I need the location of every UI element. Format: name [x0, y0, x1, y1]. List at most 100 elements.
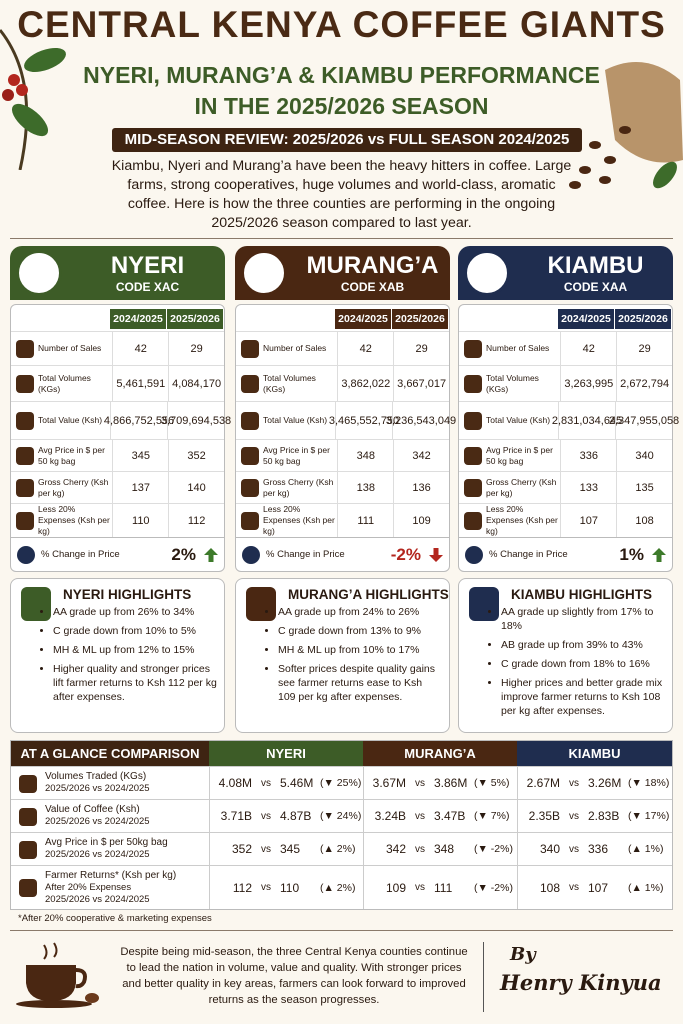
title: CENTRAL KENYA COFFEE GIANTS: [17, 4, 666, 45]
row-icon: [241, 446, 259, 465]
cell-value: 107: [560, 504, 616, 537]
versus: vs: [569, 882, 579, 893]
cell-value: 29: [616, 332, 672, 365]
row-label: Avg Price in $ per 50 kg bag: [263, 444, 330, 466]
row-icon: [16, 478, 34, 497]
versus: vs: [569, 843, 579, 855]
row-icon: [464, 374, 482, 393]
highlight-item: AA grade up from 24% to 26%: [278, 605, 442, 619]
glance-cell: 2.67M vs 3.26M (▼ 18%): [517, 767, 672, 799]
row-label: Gross Cherry (Ksh per kg): [263, 476, 334, 498]
highlight-item: AA grade up from 26% to 34%: [53, 605, 217, 619]
row-label: Less 20% Expenses (Ksh per kg): [38, 504, 110, 536]
highlight-item: MH & ML up from 12% to 15%: [53, 643, 217, 657]
change-value: 2%: [171, 544, 196, 564]
row-label: Gross Cherry (Ksh per kg): [486, 476, 557, 498]
table-row: Avg Price in $ per 50 kg bag 345 352: [11, 439, 224, 471]
row-label: Total Volumes (KGs): [263, 372, 316, 394]
glance-label-line: 2025/2026 vs 2024/2025: [45, 894, 150, 905]
intro: Kiambu, Nyeri and Murang’a have been the…: [111, 158, 572, 231]
versus: vs: [261, 810, 271, 822]
season-label: 2024/2025: [557, 309, 614, 329]
table-row: Gross Cherry (Ksh per kg) 133 135: [459, 471, 672, 503]
current-value: 2.67M: [526, 776, 560, 790]
change-label: % Change in Price: [266, 549, 345, 560]
highlight-item: AB grade up from 39% to 43%: [501, 638, 665, 652]
change-value: -2%: [390, 544, 421, 564]
glance-title: AT A GLANCE COMPARISON: [11, 741, 209, 766]
previous-value: 3.47B: [434, 809, 466, 823]
cell-value: 4,084,170: [168, 366, 224, 401]
glance-table: AT A GLANCE COMPARISON NYERI MURANG’A KIAMB…: [10, 740, 673, 910]
change-value: (▲ 2%): [320, 843, 356, 855]
cell-value: 2,831,034,645: [552, 402, 622, 439]
row-label: Total Value (Ksh): [486, 415, 551, 425]
trend-arrow: [429, 547, 443, 562]
table-row: Less 20% Expenses (Ksh per kg) 111 109: [236, 503, 449, 537]
glance-county: MURANG’A: [363, 741, 517, 766]
versus: vs: [415, 843, 425, 855]
row-label: Number of Sales: [263, 343, 327, 353]
row-label: Number of Sales: [486, 343, 550, 353]
row-label: Total Value (Ksh): [38, 415, 103, 425]
row-label: Total Volumes (KGs): [486, 372, 539, 394]
change-value: (▼ 18%): [628, 777, 670, 789]
glance-cell: 109 vs 111 (▼ -2%): [363, 866, 517, 909]
row-label: Gross Cherry (Ksh per kg): [38, 476, 109, 498]
glance-cell: 3.24B vs 3.47B (▼ 7%): [363, 800, 517, 832]
row-icon: [241, 411, 259, 430]
county-table: 2024/2025 2025/2026 Number of Sales 42 29 Tot…: [10, 304, 231, 572]
price-change: % Change in Price 1%: [459, 537, 672, 571]
current-value: 342: [385, 842, 406, 856]
row-icon: [464, 446, 482, 465]
highlights-list: AA grade up from 26% to 34% C grade down …: [37, 605, 217, 709]
table-row: Gross Cherry (Ksh per kg) 137 140: [11, 471, 224, 503]
change-value: (▼ 24%): [320, 810, 362, 822]
trend-arrow: [204, 547, 218, 562]
cell-value: 3,236,543,049: [386, 402, 456, 439]
row-icon: [16, 446, 34, 465]
row-icon: [241, 374, 259, 393]
change-value: (▼ -2%): [474, 843, 513, 855]
row-icon: [464, 478, 482, 497]
glance-label-line: 2025/2026 vs 2024/2025: [45, 816, 150, 827]
cell-value: 348: [337, 440, 393, 471]
glance-label: Volumes Traded (KGs) 2025/2026 vs 2024/20…: [45, 771, 215, 795]
row-icon: [16, 411, 34, 430]
glance-icon: [19, 879, 37, 897]
cell-value: 112: [168, 504, 224, 537]
current-value: 108: [539, 880, 560, 895]
percent-icon: [17, 545, 35, 564]
highlight-item: AA grade up slightly from 17% to 18%: [501, 605, 665, 633]
cell-value: 3,263,995: [560, 366, 616, 401]
change-value: 1%: [619, 544, 644, 564]
current-value: 4.08M: [218, 776, 252, 790]
county-code: CODE XAC: [115, 280, 180, 294]
county-card: KIAMBU CODE XAA 2024/2025 2025/2026 Number o…: [458, 246, 679, 572]
versus: vs: [261, 882, 271, 893]
highlights-icon: [21, 587, 51, 621]
current-value: 2.35B: [528, 809, 560, 823]
cell-value: 108: [616, 504, 672, 537]
row-label: Less 20% Expenses (Ksh per kg): [263, 504, 335, 536]
season-label: 2025/2026: [391, 309, 448, 329]
previous-value: 345: [280, 842, 301, 856]
row-label: Number of Sales: [38, 343, 102, 353]
versus: vs: [569, 810, 579, 822]
change-value: (▼ 25%): [320, 777, 362, 789]
table-row: Number of Sales 42 29: [11, 331, 224, 365]
glance-cell: 342 vs 348 (▼ -2%): [363, 833, 517, 865]
cell-value: 352: [168, 440, 224, 471]
season-label: 2025/2026: [166, 309, 223, 329]
cell-value: 3,465,552,750: [329, 402, 399, 439]
previous-value: 111: [434, 880, 453, 895]
glance-label-line: Value of Coffee (Ksh): [45, 804, 140, 815]
highlight-item: C grade down from 10% to 5%: [53, 624, 217, 638]
change-value: (▲ 2%): [320, 881, 356, 894]
cell-value: 3,667,017: [393, 366, 449, 401]
cell-value: 110: [112, 504, 168, 537]
versus: vs: [569, 777, 579, 789]
county-table: 2024/2025 2025/2026 Number of Sales 42 29 Tot…: [235, 304, 456, 572]
highlights-title: KIAMBU HIGHLIGHTS: [511, 587, 652, 602]
cell-value: 109: [393, 504, 449, 537]
